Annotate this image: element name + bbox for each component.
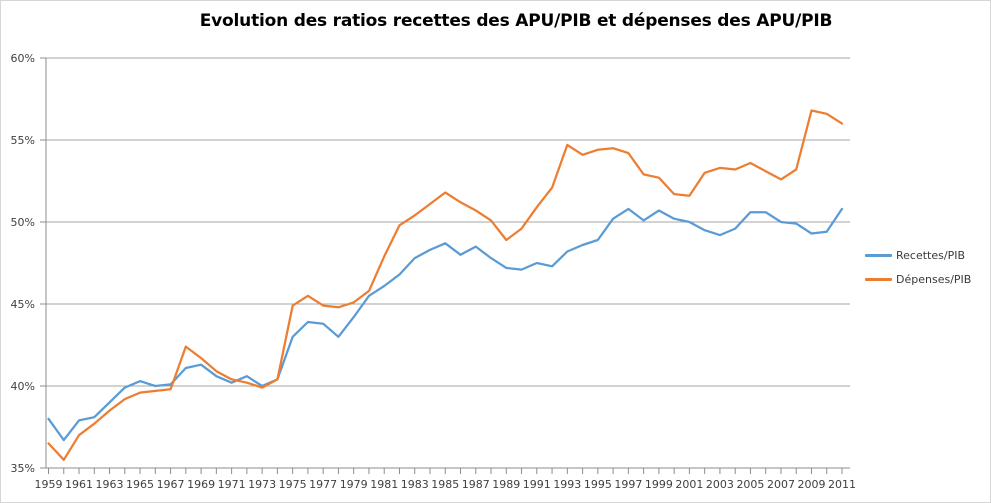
x-axis-label: 1959 (35, 478, 63, 491)
x-axis-label: 1993 (553, 478, 581, 491)
y-axis-label: 60% (11, 52, 35, 65)
legend-label-depenses: Dépenses/PIB (896, 273, 972, 286)
x-axis-label: 1989 (492, 478, 520, 491)
x-axis-label: 1969 (187, 478, 215, 491)
y-axis-label: 45% (11, 298, 35, 311)
x-axis-label: 1963 (96, 478, 124, 491)
x-axis-label: 1985 (431, 478, 459, 491)
x-axis-label: 1967 (157, 478, 185, 491)
x-axis-label: 1965 (126, 478, 154, 491)
x-axis-label: 2009 (797, 478, 825, 491)
x-axis-label: 2003 (706, 478, 734, 491)
y-axis-label: 55% (11, 134, 35, 147)
recettes-line-swatch (865, 254, 892, 257)
x-axis-label: 1999 (645, 478, 673, 491)
x-axis-label: 1973 (248, 478, 276, 491)
x-axis-label: 1991 (523, 478, 551, 491)
y-axis-label: 40% (11, 380, 35, 393)
x-axis-label: 1995 (584, 478, 612, 491)
x-axis-label: 1979 (340, 478, 368, 491)
x-axis-label: 1975 (279, 478, 307, 491)
x-axis-label: 2011 (828, 478, 856, 491)
y-axis-label: 35% (11, 462, 35, 475)
recettes-line (47, 207, 844, 442)
x-axis-label: 1983 (401, 478, 429, 491)
legend: Recettes/PIB Dépenses/PIB (865, 248, 971, 287)
x-axis-label: 2007 (767, 478, 795, 491)
x-axis-label: 2005 (736, 478, 764, 491)
legend-label-recettes: Recettes/PIB (896, 249, 965, 262)
x-axis-label: 1981 (370, 478, 398, 491)
x-axis-label: 1971 (218, 478, 246, 491)
depenses-line-swatch (865, 278, 892, 281)
x-axis-label: 2001 (675, 478, 703, 491)
x-axis-label: 1961 (65, 478, 93, 491)
y-axis-label: 50% (11, 216, 35, 229)
x-axis-label: 1977 (309, 478, 337, 491)
legend-item-recettes: Recettes/PIB (865, 248, 971, 263)
chart-title: Evolution des ratios recettes des APU/PI… (199, 11, 833, 31)
legend-item-depenses: Dépenses/PIB (865, 272, 971, 287)
x-axis-label: 1997 (614, 478, 642, 491)
x-axis-label: 1987 (462, 478, 490, 491)
depenses-line (47, 109, 844, 461)
